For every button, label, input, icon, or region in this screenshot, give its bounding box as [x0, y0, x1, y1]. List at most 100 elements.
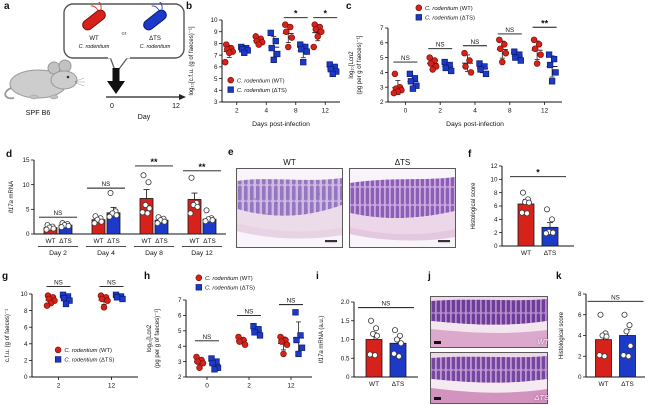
svg-text:Day 4: Day 4 — [97, 250, 115, 257]
svg-text:2: 2 — [24, 358, 28, 365]
panel-j: j WT — [428, 272, 554, 405]
svg-text:6: 6 — [178, 313, 182, 320]
svg-text:*: * — [323, 9, 327, 19]
svg-text:C. rodentium (WT): C. rodentium (WT) — [425, 6, 473, 12]
svg-text:4: 4 — [24, 341, 28, 348]
svg-text:15: 15 — [22, 157, 30, 164]
svg-text:ΔTS: ΔTS — [155, 238, 167, 245]
svg-text:8: 8 — [214, 41, 218, 48]
speech-bubble-joint — [108, 56, 130, 59]
svg-text:0: 0 — [346, 374, 350, 381]
svg-text:ΔTS: ΔTS — [392, 381, 404, 388]
svg-text:2: 2 — [235, 108, 239, 115]
svg-text:6: 6 — [578, 312, 582, 319]
svg-text:C. rodentium (ΔTS): C. rodentium (ΔTS) — [425, 16, 475, 22]
svg-text:**: ** — [198, 162, 206, 172]
svg-text:2: 2 — [438, 108, 442, 115]
panel-d-chart: 0 5 10 15 Il17a mRNA WT ΔTS Day 2 NS WT ΔTS Day 4 NS… — [6, 150, 232, 270]
wt-bacterium-icon — [82, 0, 106, 31]
svg-text:ΔTS: ΔTS — [107, 238, 119, 245]
svg-text:3: 3 — [178, 359, 182, 366]
svg-text:Days post-infection: Days post-infection — [252, 121, 310, 128]
mouse-foot — [49, 94, 59, 100]
svg-text:C. rodentium (WT): C. rodentium (WT) — [205, 276, 253, 282]
svg-text:0: 0 — [26, 231, 30, 238]
muscle-band — [431, 388, 547, 403]
panel-b-chart: 3 4 5 6 7 8 9 10 log₁₀[c.f.u. (g of faeces)⁻¹] Da… — [186, 2, 346, 128]
svg-text:9: 9 — [214, 29, 218, 36]
svg-text:(pg per g of faeces)⁻¹]: (pg per g of faeces)⁻¹] — [155, 309, 161, 368]
submucosa-band — [237, 205, 342, 232]
svg-text:ΔTS: ΔTS — [59, 238, 71, 245]
svg-text:Histological score: Histological score — [559, 311, 565, 359]
histology-image-j-dts — [430, 352, 548, 404]
scale-bar — [434, 397, 441, 400]
panel-k: k 0 2 4 6 8 Histological score WT ΔTS NS — [556, 272, 651, 405]
svg-text:4: 4 — [578, 333, 582, 340]
panel-d: d 0 5 10 15 Il17a mRNA WT ΔTS Day 2 NS WT ΔTS Day 4… — [6, 150, 232, 270]
svg-text:NS: NS — [203, 334, 212, 341]
svg-text:Histological score: Histological score — [471, 182, 477, 230]
svg-text:WT: WT — [369, 381, 379, 388]
timeline: 0 12 Day — [106, 94, 186, 121]
svg-text:2: 2 — [380, 99, 384, 106]
svg-text:NS: NS — [401, 55, 410, 62]
svg-text:12: 12 — [541, 108, 549, 115]
svg-text:0: 0 — [24, 374, 28, 381]
svg-text:4: 4 — [380, 70, 384, 77]
histology-figure-j-wt: WT — [430, 296, 554, 348]
villi-band — [431, 299, 547, 325]
wt-name: WT — [89, 36, 99, 42]
svg-text:12: 12 — [108, 383, 116, 390]
histology-image-wt — [236, 168, 343, 248]
panel-h-chart: 2 3 4 5 6 7 log₁₀[Lcn2 (pg per g of faeces)⁻¹] 0… — [144, 272, 320, 405]
panel-g-label: g — [2, 271, 9, 282]
svg-text:0: 0 — [578, 374, 582, 381]
histology-image-j-wt — [430, 296, 548, 348]
svg-text:log₁₀[Lcn2: log₁₀[Lcn2 — [349, 51, 355, 79]
svg-text:8: 8 — [294, 108, 298, 115]
svg-text:NS: NS — [107, 280, 116, 287]
svg-text:NS: NS — [245, 308, 254, 315]
gavage-arrow-icon — [107, 68, 125, 94]
svg-text:12: 12 — [490, 163, 498, 170]
svg-text:NS: NS — [436, 42, 445, 49]
svg-text:10: 10 — [210, 17, 218, 24]
panel-a: a SPF B6 — [4, 0, 188, 126]
or-text: or — [122, 31, 127, 37]
mouse-icon — [4, 59, 85, 100]
svg-text:4: 4 — [494, 217, 498, 224]
svg-text:ΔTS: ΔTS — [621, 381, 633, 388]
svg-text:6: 6 — [380, 40, 384, 47]
svg-text:8: 8 — [24, 308, 28, 315]
svg-text:WT: WT — [521, 250, 531, 257]
svg-text:NS: NS — [471, 39, 480, 46]
scale-bar — [438, 240, 450, 243]
svg-text:2.0: 2.0 — [341, 299, 350, 306]
svg-text:12: 12 — [322, 108, 330, 115]
svg-text:6: 6 — [494, 203, 498, 210]
svg-text:4: 4 — [473, 108, 477, 115]
svg-text:7: 7 — [214, 52, 218, 59]
mouse-tail — [4, 87, 15, 100]
svg-text:NS: NS — [287, 298, 296, 305]
svg-text:2: 2 — [247, 383, 251, 390]
svg-text:NS: NS — [611, 294, 620, 301]
svg-text:NS: NS — [505, 27, 514, 34]
svg-text:(pg per g of faeces)⁻¹]: (pg per g of faeces)⁻¹] — [357, 35, 363, 94]
panel-k-label: k — [556, 271, 562, 282]
svg-text:C. rodentium (ΔTS): C. rodentium (ΔTS) — [64, 358, 114, 364]
panel-i-label: i — [316, 271, 319, 282]
muscle-band — [237, 223, 342, 239]
svg-text:NS: NS — [382, 301, 391, 308]
svg-text:WT: WT — [190, 238, 200, 245]
svg-text:4: 4 — [214, 87, 218, 94]
svg-text:log₁₀[c.f.u. (g of faeces)⁻¹]: log₁₀[c.f.u. (g of faeces)⁻¹] — [189, 26, 195, 95]
submucosa-band — [350, 211, 455, 235]
schematic-svg: SPF B6 WT C. rodentium or ΔTS C. rodenti… — [4, 0, 186, 121]
svg-text:NS: NS — [54, 210, 63, 217]
svg-text:2: 2 — [178, 374, 182, 381]
panel-i-chart: 0 0.5 1.0 1.5 2.0 Il17a mRNA (a.u.) WT ΔTS NS — [316, 272, 430, 405]
svg-text:0.5: 0.5 — [341, 355, 350, 362]
svg-text:4: 4 — [264, 108, 268, 115]
